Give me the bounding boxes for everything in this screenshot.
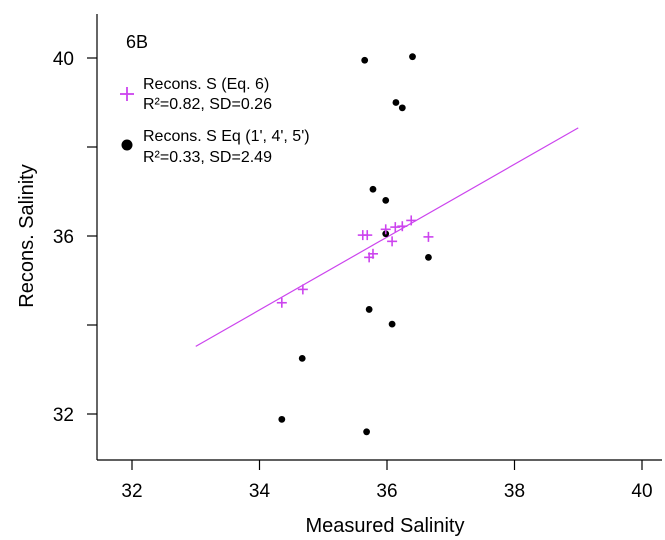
plus-data-point <box>380 224 391 235</box>
plus-data-point <box>297 284 308 295</box>
x-tick-label: 38 <box>504 481 525 502</box>
dot-data-point <box>398 104 406 112</box>
y-axis-title: Recons. Salinity <box>16 164 38 307</box>
x-axis-title: Measured Salinity <box>306 515 465 537</box>
legend-plus-stats: R²=0.82, SD=0.26 <box>143 96 272 113</box>
legend-plus-label: Recons. S (Eq. 6) <box>143 76 269 93</box>
legend-plus-marker <box>120 87 134 101</box>
dot-data-point <box>392 99 400 106</box>
x-tick-label: 32 <box>121 481 142 502</box>
dot-data-point <box>409 53 416 61</box>
dot-data-point <box>361 56 369 64</box>
plus-data-point <box>397 221 408 232</box>
dot-data-point <box>298 354 306 362</box>
x-tick-label: 34 <box>249 481 271 502</box>
legend-dot-stats: R²=0.33, SD=2.49 <box>143 149 272 166</box>
y-tick-label: 32 <box>53 405 74 426</box>
dot-data-point <box>363 428 370 436</box>
dot-data-point <box>365 306 373 313</box>
legend-dot-label: Recons. S Eq (1', 4', 5') <box>143 128 310 145</box>
plus-data-point <box>406 215 417 226</box>
plus-data-point <box>390 222 401 233</box>
dot-data-point <box>382 197 390 204</box>
x-tick-label: 40 <box>631 481 652 502</box>
y-tick-label: 36 <box>53 227 74 248</box>
y-tick-label: 40 <box>53 49 74 70</box>
plus-data-point <box>362 230 373 241</box>
dot-data-point <box>278 415 286 423</box>
regression-line <box>195 127 579 347</box>
plus-data-point <box>387 236 398 247</box>
plus-data-point <box>423 231 434 242</box>
dot-data-point <box>425 253 432 261</box>
legend-dot-marker <box>121 139 133 151</box>
plus-data-point <box>276 297 287 308</box>
plus-data-point <box>367 248 378 259</box>
panel-label: 6B <box>126 32 148 52</box>
dot-data-point <box>388 320 396 328</box>
dot-data-point <box>369 185 377 193</box>
legend: Recons. S (Eq. 6) R²=0.82, SD=0.26 Recon… <box>120 76 310 166</box>
x-tick-label: 36 <box>376 481 397 502</box>
